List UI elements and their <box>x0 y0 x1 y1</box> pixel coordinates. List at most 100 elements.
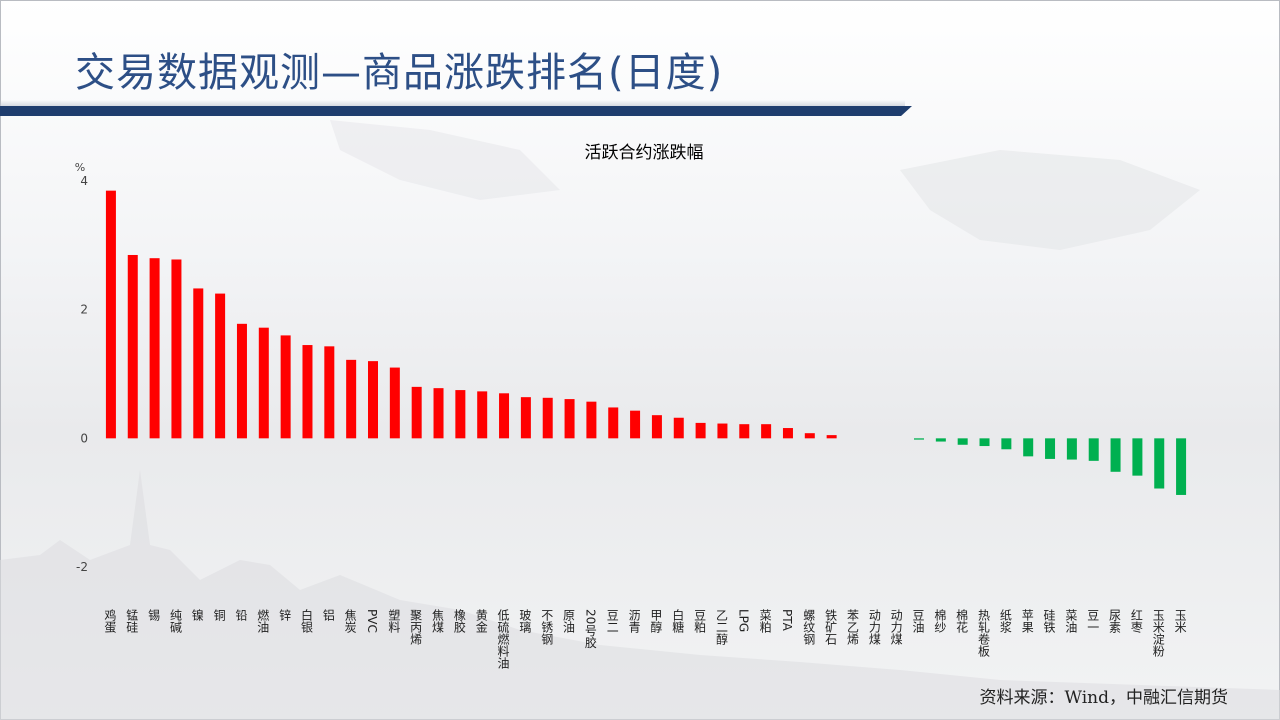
x-tick-label: 沥青 <box>627 609 641 634</box>
bar <box>1001 438 1012 450</box>
bar <box>193 288 204 439</box>
x-tick-label: 苹果 <box>1020 609 1034 633</box>
bar <box>1110 438 1121 472</box>
x-axis-labels: 鸡蛋 锰硅锡纯碱镍铜铅燃油锌白银铝焦炭 PVC 塑料 聚丙烯 焦煤 橡胶 黄金 低硫燃料油 玻璃不… <box>103 608 1187 669</box>
x-tick-label: 红枣 <box>1129 608 1143 634</box>
bar <box>1066 438 1077 460</box>
x-tick-label: 锡 <box>147 608 161 622</box>
bar <box>411 386 422 439</box>
x-tick-label: 20号胶 <box>583 609 597 649</box>
x-tick-label: 纸浆 <box>998 609 1012 633</box>
bar <box>957 438 968 445</box>
bar <box>1088 438 1099 461</box>
x-tick-label: 鸡蛋 <box>103 608 117 634</box>
bar <box>739 424 750 439</box>
x-tick-label: 螺纹钢 <box>802 609 816 645</box>
x-tick-label: 燃油 <box>256 608 270 633</box>
bar <box>389 367 400 439</box>
x-tick-label: 锌 <box>278 609 292 621</box>
bar <box>477 391 488 439</box>
bar <box>542 397 553 439</box>
x-tick-label: 低硫燃料油 <box>496 609 510 669</box>
x-tick-label: 棉花 <box>955 609 969 634</box>
y-axis-ticks: 4 2 0 -2 <box>76 174 88 574</box>
bar <box>1132 438 1143 476</box>
x-tick-label: 聚丙烯 <box>409 609 423 645</box>
bar <box>368 361 378 439</box>
x-tick-label: 玉米 <box>1173 609 1187 633</box>
x-tick-label: 苯乙烯 <box>845 609 859 645</box>
bar <box>520 397 531 439</box>
bar <box>346 359 357 439</box>
bar <box>302 345 313 439</box>
bar <box>171 259 182 439</box>
bar <box>1176 438 1187 495</box>
x-tick-label: 橡胶 <box>452 609 466 634</box>
x-tick-label: 硅铁 <box>1042 609 1056 633</box>
x-tick-label: 玻璃 <box>518 609 532 634</box>
x-tick-label: 豆粕 <box>693 609 707 633</box>
bar-series <box>105 190 1187 495</box>
y-tick-label: 4 <box>80 174 88 188</box>
y-tick-label: 0 <box>80 431 88 445</box>
x-tick-label: 菜粕 <box>758 609 772 633</box>
bar <box>1023 438 1034 457</box>
bar <box>826 435 837 439</box>
bar <box>608 407 619 439</box>
bar <box>564 399 575 439</box>
x-tick-label: 豆油 <box>911 609 925 633</box>
x-tick-label: 原油 <box>562 609 576 633</box>
x-tick-label: 不锈钢 <box>540 609 554 645</box>
chart-title: 活跃合约涨跌幅 <box>585 143 704 163</box>
bar <box>782 428 793 439</box>
bar <box>499 393 510 439</box>
x-tick-label: 乙二醇 <box>714 609 728 645</box>
bar <box>586 401 597 439</box>
x-tick-label: 焦炭 <box>343 609 357 634</box>
x-tick-label: 锰硅 <box>125 608 139 633</box>
bar <box>630 410 641 439</box>
x-tick-label: 豆二 <box>605 609 619 633</box>
x-tick-label: 热轧卷板 <box>977 609 991 658</box>
x-tick-label: 镍 <box>190 609 204 621</box>
bar <box>215 293 226 439</box>
y-axis-unit: % <box>75 161 85 174</box>
x-tick-label: 豆一 <box>1086 609 1100 633</box>
x-tick-label: 铝 <box>321 608 335 621</box>
title-underline-shadow <box>0 100 905 106</box>
y-tick-label: -2 <box>76 560 88 574</box>
bar <box>979 438 990 447</box>
x-tick-label: 铜 <box>212 608 226 621</box>
x-tick-label: PTA <box>780 609 794 632</box>
x-tick-label: 铅 <box>234 609 248 621</box>
x-tick-label: 动力煤 <box>889 609 903 645</box>
bar <box>455 390 466 439</box>
bar <box>935 438 946 442</box>
bar <box>695 422 706 439</box>
x-tick-label: 动力煤 <box>867 609 881 645</box>
x-tick-label: 尿素 <box>1108 609 1122 633</box>
x-tick-label: LPG <box>736 609 750 632</box>
bar <box>149 258 160 439</box>
x-tick-label: 焦煤 <box>431 609 445 633</box>
x-tick-label: 棉纱 <box>933 609 947 633</box>
bar <box>651 415 662 439</box>
x-tick-label: PVC <box>365 609 379 633</box>
slide-title: 交易数据观测—商品涨跌排名(日度) <box>75 50 724 96</box>
source-note: 资料来源：Wind，中融汇信期货 <box>979 688 1228 708</box>
x-tick-label: 玉米淀粉 <box>1151 609 1165 657</box>
bar <box>914 438 924 440</box>
x-tick-label: 菜油 <box>1064 609 1078 633</box>
bar <box>127 254 138 439</box>
y-tick-label: 2 <box>80 303 88 317</box>
bar <box>1154 438 1165 489</box>
bar <box>761 424 772 439</box>
bar <box>236 323 247 439</box>
bar <box>258 327 269 439</box>
x-tick-label: 塑料 <box>387 608 401 633</box>
x-tick-label: 白糖 <box>671 608 685 634</box>
x-tick-label: 黄金 <box>474 609 488 633</box>
bar <box>673 417 684 439</box>
x-tick-label: 纯碱 <box>168 609 182 634</box>
